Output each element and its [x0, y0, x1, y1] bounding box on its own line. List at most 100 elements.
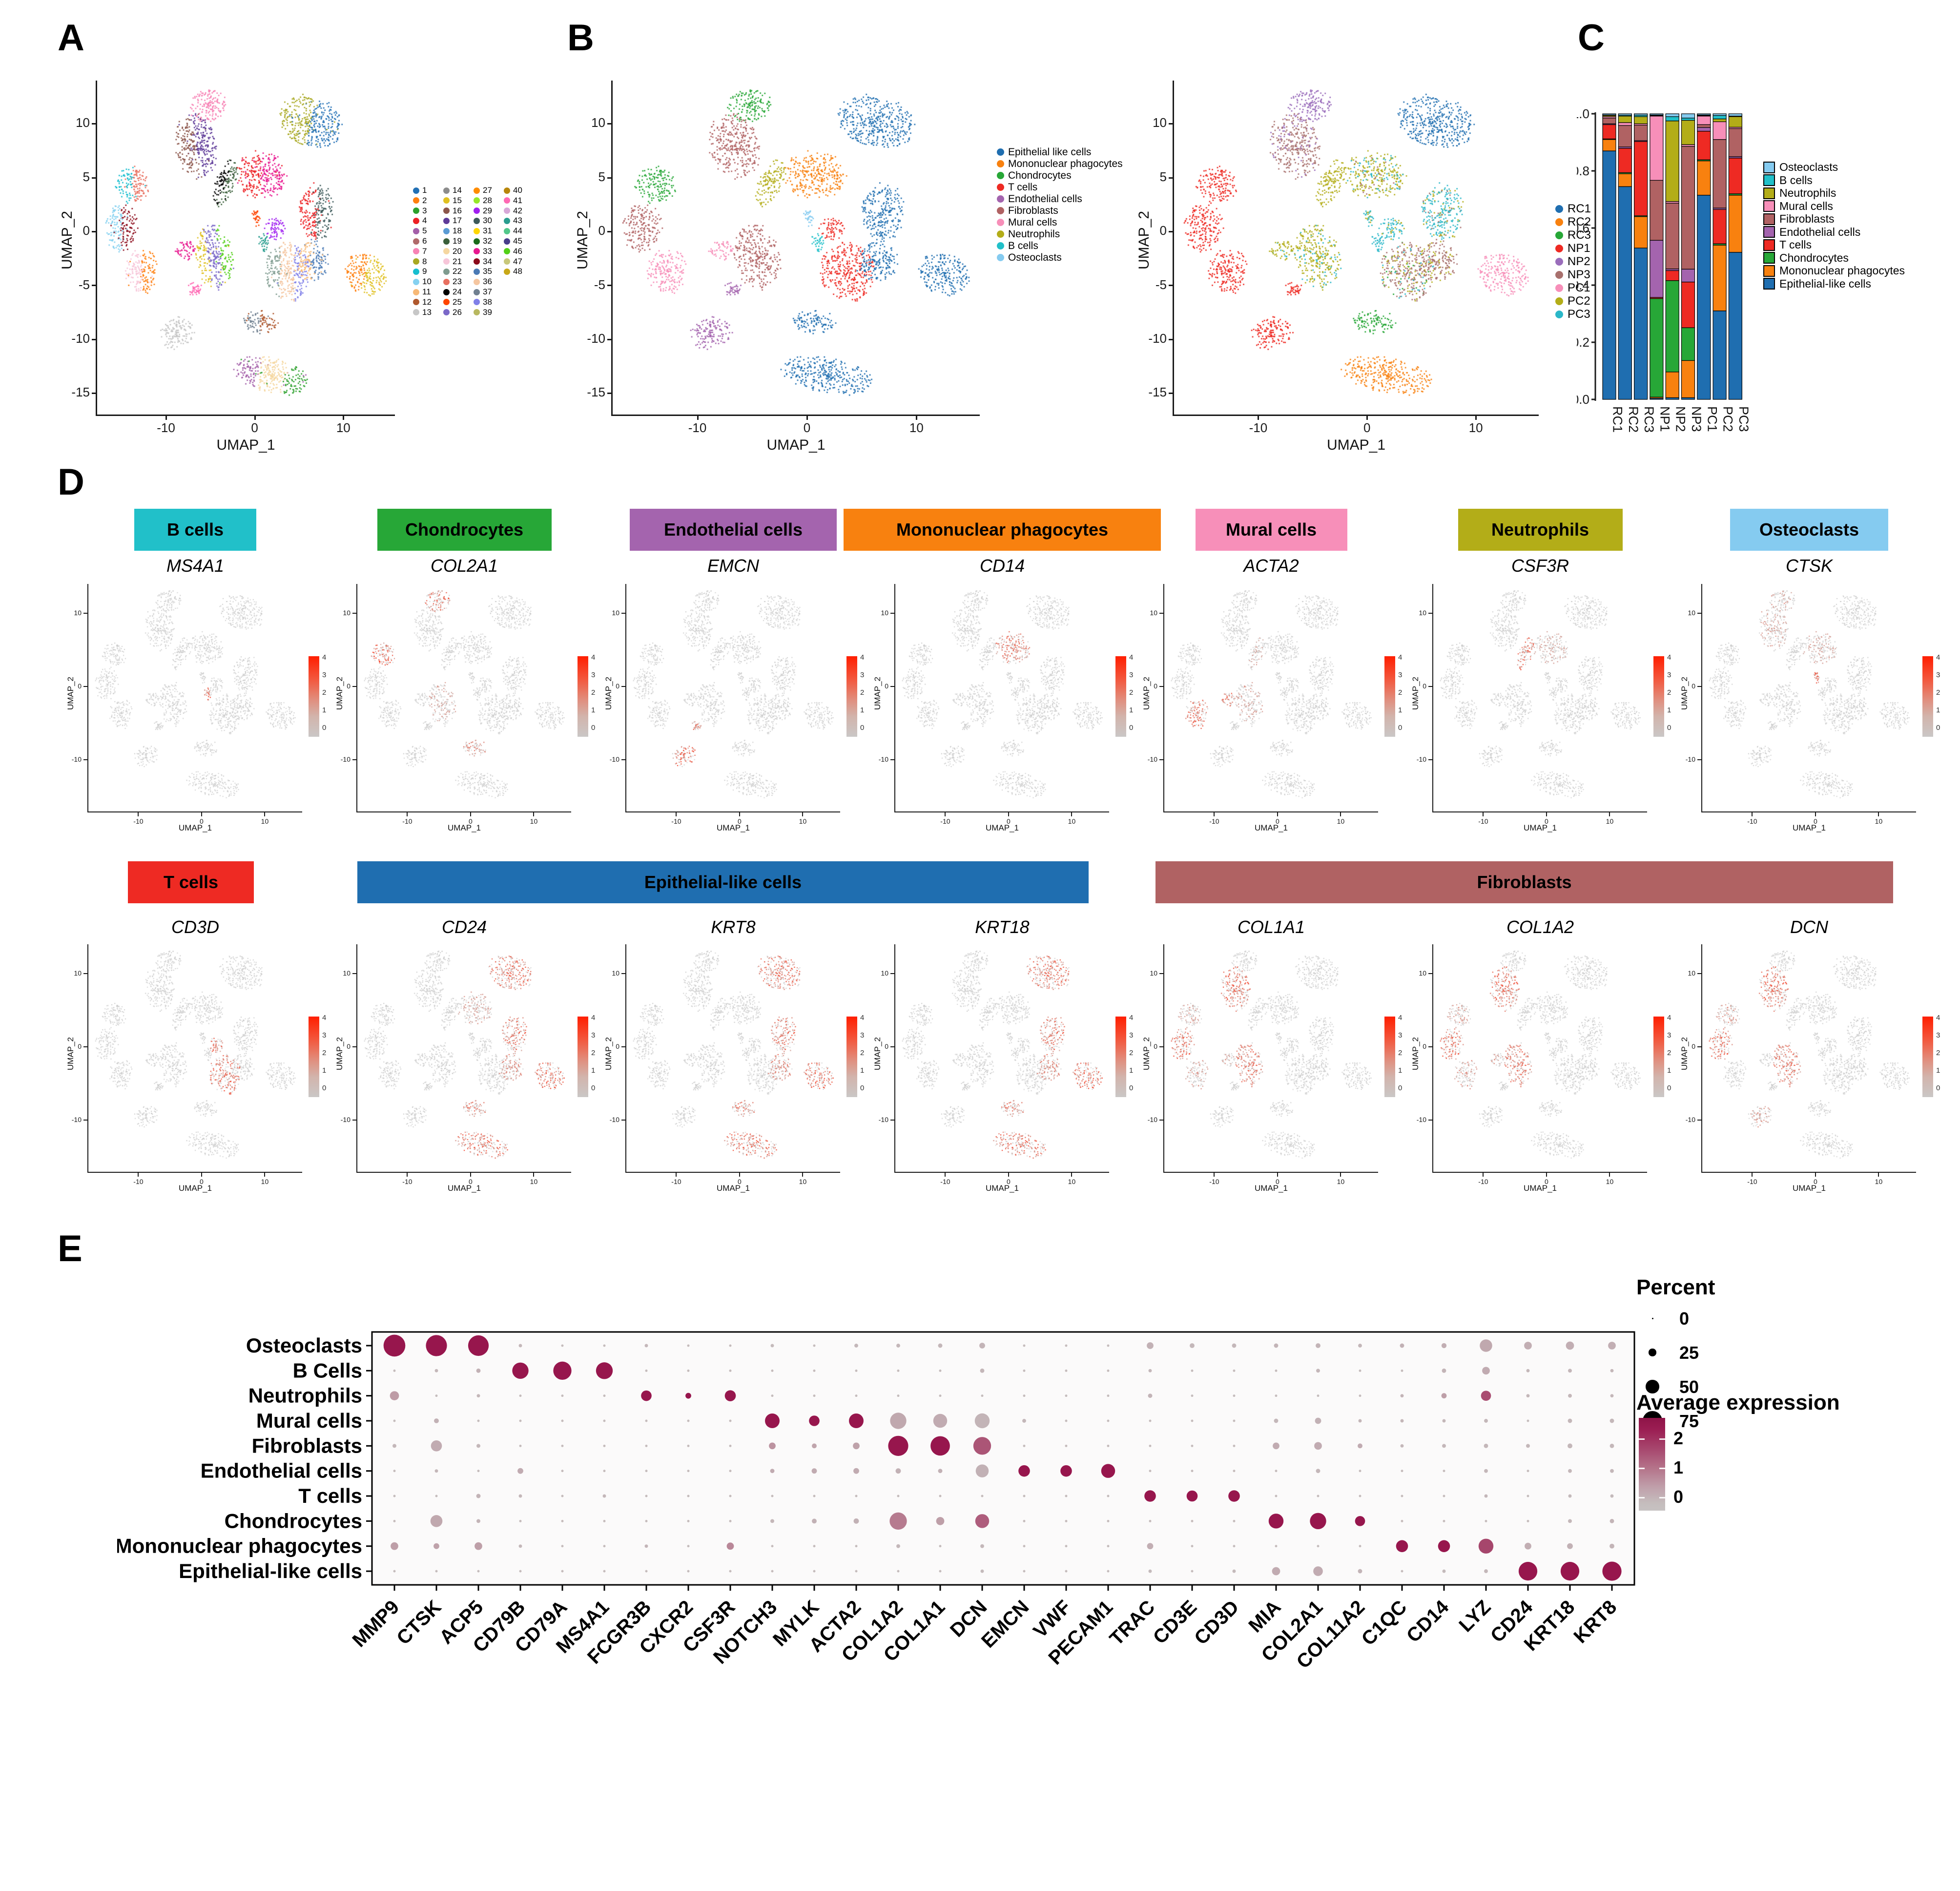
dotplot-dot — [603, 1570, 606, 1573]
feature-plot-EMCN-xtick-mark — [802, 812, 804, 816]
cluster-color-dot — [474, 197, 480, 204]
panel-c-bar-segment — [1618, 173, 1632, 187]
celltype-color-dot — [997, 160, 1004, 167]
feature-plot-MS4A1-canvas — [90, 584, 300, 810]
cluster-number-label: 33 — [483, 246, 492, 256]
feature-colorbar-tick: 4 — [591, 1014, 596, 1022]
feature-plot-CTSK-canvas — [1704, 584, 1914, 810]
dotplot-dot — [1101, 1464, 1115, 1478]
panel-c-xtick-label: PC1 — [1705, 406, 1719, 432]
dotplot-dot — [765, 1413, 780, 1428]
dotplot-dot — [855, 1570, 858, 1573]
gene-label-CD24: CD24 — [441, 917, 487, 937]
dotplot-dot — [930, 1436, 950, 1456]
feature-plot-CD3D-xtick-label: 10 — [261, 1178, 269, 1185]
celltype-color-dot — [997, 230, 1004, 238]
dotplot-dot — [1400, 1444, 1404, 1448]
cluster-number-label: 47 — [513, 256, 522, 266]
cluster-color-dot — [443, 248, 450, 255]
sample-color-dot — [1555, 271, 1563, 279]
panel-a-legend-item: 36 — [474, 277, 503, 287]
dotplot-dot — [1186, 1490, 1198, 1502]
feature-colorbar-tick: 4 — [860, 1014, 865, 1022]
panel-a-legend-item: 1 — [413, 186, 442, 195]
feature-plot-CD14-y-axis — [894, 584, 895, 812]
feature-plot-KRT18-ytick-label: -10 — [878, 1115, 888, 1123]
cluster-color-dot — [413, 309, 419, 316]
panel-b-sample-umap-ytick-mark — [1169, 285, 1173, 287]
panel-a-legend-item: 47 — [504, 257, 533, 267]
panel-c-bar-segment — [1665, 372, 1679, 398]
panel-a-legend-item: 44 — [504, 226, 533, 236]
dotplot-dot — [1023, 1394, 1026, 1397]
dotplot-dot — [1442, 1569, 1446, 1573]
feature-plot-COL2A1-x-axis — [356, 811, 571, 812]
feature-colorbar-tick: 0 — [1936, 724, 1940, 732]
panel-a-umap-ytick-label: -15 — [71, 385, 90, 400]
feature-plot-COL1A1-x-axis-label: UMAP_1 — [1254, 1184, 1288, 1193]
dotplot-gene-label: CD3E — [1149, 1596, 1201, 1648]
dotplot-dot — [435, 1570, 438, 1573]
feature-colorbar-tick: 1 — [1398, 706, 1403, 714]
dotplot-dot — [1060, 1465, 1072, 1477]
dotplot-dot — [393, 1470, 396, 1473]
cluster-number-label: 18 — [453, 226, 462, 236]
dotplot-dot — [1442, 1444, 1446, 1448]
dotplot-dot — [1065, 1419, 1068, 1422]
feature-colorbar-tick: 4 — [1129, 653, 1134, 662]
dotplot-dot — [980, 1569, 984, 1573]
banner-b-cells: B cells — [134, 509, 256, 551]
cluster-color-dot — [443, 208, 450, 214]
feature-plot-MS4A1-y-axis — [87, 584, 88, 812]
feature-plot-ACTA2-ytick-mark — [1159, 759, 1163, 760]
dotplot-dot — [1310, 1513, 1326, 1530]
feature-plot-CTSK-y-axis-label: UMAP_2 — [1680, 676, 1689, 710]
panel-c-bar-segment — [1602, 124, 1616, 140]
feature-plot-CSF3R-xtick-mark — [1546, 812, 1547, 816]
gene-label-COL1A2: COL1A2 — [1506, 917, 1574, 937]
panel-b-sample-umap-x-axis — [1173, 415, 1539, 416]
panel-b-celltype-umap-ytick-mark — [607, 123, 611, 125]
dotplot-gene-label: CTSK — [392, 1596, 445, 1649]
dotplot-dot — [476, 1368, 481, 1373]
dotplot-dot — [1107, 1344, 1110, 1347]
dotplot-dot — [1526, 1394, 1530, 1398]
cluster-number-label: 39 — [483, 307, 492, 317]
panel-c-bar-segment — [1697, 160, 1711, 196]
panel-b-sample-umap-xtick-mark — [1366, 416, 1368, 420]
dotplot-dot — [1023, 1519, 1026, 1522]
panel-c-ytick-label: 0.6 — [1577, 221, 1589, 235]
dotplot-dot — [1358, 1344, 1362, 1348]
panel-c-bar-segment — [1650, 116, 1664, 181]
dotplot-dot — [1107, 1570, 1110, 1573]
feature-plot-KRT8-xtick-mark — [739, 1173, 740, 1177]
feature-plot-COL1A2-xtick-label: 10 — [1606, 1178, 1614, 1185]
panel-b-sample-umap-ytick-label: 10 — [1153, 115, 1167, 130]
feature-colorbar-tick: 3 — [1129, 671, 1134, 679]
feature-plot-CD24: 10 0 -10 -10 0 10 UMAP_1 UMAP_2 — [335, 939, 584, 1219]
cluster-number-label: 21 — [453, 256, 462, 266]
cluster-color-dot — [474, 217, 480, 224]
feature-plot-DCN-xtick-mark — [1815, 1173, 1816, 1177]
feature-plot-CD24-x-axis — [356, 1172, 571, 1173]
dotplot-dot — [518, 1544, 522, 1548]
celltype-legend-item: Mononuclear phagocytes — [997, 158, 1143, 169]
panel-a-umap-canvas — [99, 81, 393, 413]
banner-chondrocytes: Chondrocytes — [377, 509, 552, 551]
panel-a-umap-xtick-mark — [343, 416, 345, 420]
dotplot-dot — [519, 1419, 522, 1422]
feature-plot-CD3D-y-axis-label: UMAP_2 — [66, 1037, 75, 1071]
panel-c-bar-segment — [1602, 113, 1616, 115]
feature-plot-KRT18-ytick-label: 10 — [881, 969, 888, 977]
feature-plot-COL1A1-xtick-mark — [1214, 1173, 1215, 1177]
cluster-color-dot — [413, 217, 419, 224]
sample-legend-item: PC1 — [1555, 281, 1624, 294]
dotplot-dot — [853, 1518, 859, 1524]
panel-c-legend-label: Endothelial cells — [1779, 225, 1861, 238]
dotplot-dot — [1065, 1519, 1068, 1522]
feature-plot-COL2A1-ytick-mark — [352, 613, 356, 614]
panel-c-bar-segment — [1681, 360, 1695, 398]
dotplot-row-label: Neutrophils — [248, 1384, 362, 1407]
panel-c-bar-segment — [1633, 125, 1648, 141]
panel-c-legend-label: Neutrophils — [1779, 187, 1836, 199]
